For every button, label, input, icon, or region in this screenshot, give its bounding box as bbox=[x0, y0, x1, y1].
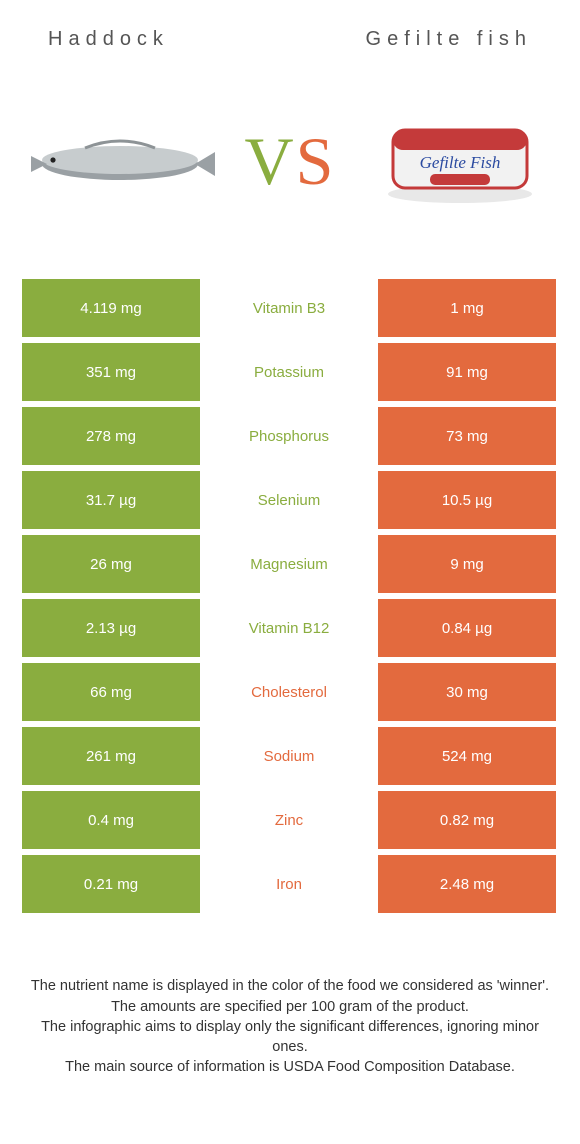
nutrient-name: Selenium bbox=[200, 471, 378, 529]
value-right: 0.84 µg bbox=[378, 599, 556, 657]
nutrient-name: Cholesterol bbox=[200, 663, 378, 721]
vs-label: VS bbox=[245, 122, 336, 201]
value-left: 4.119 mg bbox=[22, 279, 200, 337]
haddock-icon bbox=[25, 126, 215, 196]
value-right: 9 mg bbox=[378, 535, 556, 593]
food-left-image bbox=[20, 91, 220, 231]
value-right: 1 mg bbox=[378, 279, 556, 337]
food-right-image: Gefilte Fish bbox=[360, 91, 560, 231]
value-right: 91 mg bbox=[378, 343, 556, 401]
food-right-title: Gefilte fish bbox=[366, 28, 532, 51]
table-row: 26 mgMagnesium9 mg bbox=[22, 535, 558, 593]
nutrient-name: Phosphorus bbox=[200, 407, 378, 465]
value-left: 26 mg bbox=[22, 535, 200, 593]
nutrient-name: Vitamin B3 bbox=[200, 279, 378, 337]
value-right: 524 mg bbox=[378, 727, 556, 785]
vs-v: V bbox=[245, 123, 296, 199]
footer-line: The main source of information is USDA F… bbox=[30, 1058, 550, 1078]
nutrient-name: Vitamin B12 bbox=[200, 599, 378, 657]
value-left: 0.21 mg bbox=[22, 855, 200, 913]
table-row: 278 mgPhosphorus73 mg bbox=[22, 407, 558, 465]
value-left: 351 mg bbox=[22, 343, 200, 401]
value-right: 2.48 mg bbox=[378, 855, 556, 913]
value-left: 0.4 mg bbox=[22, 791, 200, 849]
nutrient-name: Magnesium bbox=[200, 535, 378, 593]
value-right: 10.5 µg bbox=[378, 471, 556, 529]
value-left: 261 mg bbox=[22, 727, 200, 785]
nutrient-table: 4.119 mgVitamin B31 mg 351 mgPotassium91 … bbox=[0, 279, 580, 913]
value-right: 30 mg bbox=[378, 663, 556, 721]
vs-row: VS Gefilte Fish bbox=[0, 61, 580, 261]
table-row: 0.21 mgIron2.48 mg bbox=[22, 855, 558, 913]
comparison-header: Haddock Gefilte fish bbox=[0, 0, 580, 61]
vs-s: S bbox=[296, 123, 336, 199]
footer-line: The amounts are specified per 100 gram o… bbox=[30, 998, 550, 1018]
table-row: 2.13 µgVitamin B120.84 µg bbox=[22, 599, 558, 657]
nutrient-name: Iron bbox=[200, 855, 378, 913]
value-left: 31.7 µg bbox=[22, 471, 200, 529]
footer-line: The infographic aims to display only the… bbox=[30, 1018, 550, 1057]
table-row: 4.119 mgVitamin B31 mg bbox=[22, 279, 558, 337]
table-row: 31.7 µgSelenium10.5 µg bbox=[22, 471, 558, 529]
nutrient-name: Sodium bbox=[200, 727, 378, 785]
gefilte-package-icon: Gefilte Fish bbox=[375, 116, 545, 206]
value-left: 278 mg bbox=[22, 407, 200, 465]
food-left-title: Haddock bbox=[48, 28, 169, 51]
table-row: 66 mgCholesterol30 mg bbox=[22, 663, 558, 721]
footer-line: The nutrient name is displayed in the co… bbox=[30, 977, 550, 997]
table-row: 0.4 mgZinc0.82 mg bbox=[22, 791, 558, 849]
nutrient-name: Zinc bbox=[200, 791, 378, 849]
value-right: 0.82 mg bbox=[378, 791, 556, 849]
value-right: 73 mg bbox=[378, 407, 556, 465]
svg-text:Gefilte Fish: Gefilte Fish bbox=[420, 153, 501, 172]
nutrient-name: Potassium bbox=[200, 343, 378, 401]
value-left: 66 mg bbox=[22, 663, 200, 721]
table-row: 351 mgPotassium91 mg bbox=[22, 343, 558, 401]
value-left: 2.13 µg bbox=[22, 599, 200, 657]
footer-notes: The nutrient name is displayed in the co… bbox=[0, 919, 580, 1078]
table-row: 261 mgSodium524 mg bbox=[22, 727, 558, 785]
